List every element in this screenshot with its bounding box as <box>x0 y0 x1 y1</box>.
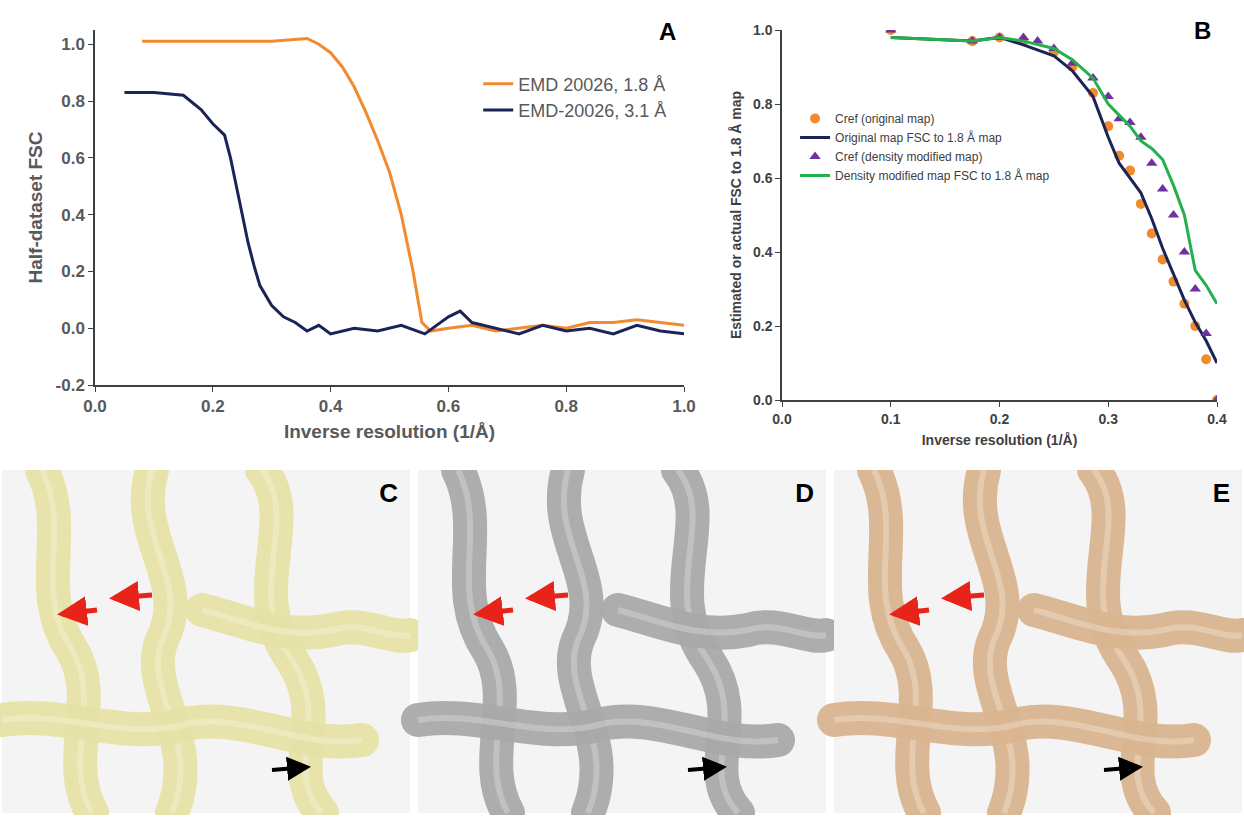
svg-text:0.2: 0.2 <box>61 262 85 281</box>
svg-text:0.4: 0.4 <box>319 397 343 416</box>
svg-text:EMD-20026, 3.1 Å: EMD-20026, 3.1 Å <box>518 101 666 121</box>
svg-text:0.6: 0.6 <box>753 170 773 186</box>
svg-text:1.0: 1.0 <box>753 22 773 38</box>
svg-text:0.0: 0.0 <box>61 319 85 338</box>
svg-text:Half-dataset FSC: Half-dataset FSC <box>25 131 46 283</box>
svg-text:0.4: 0.4 <box>1207 411 1227 427</box>
svg-text:Density modified map FSC to 1.: Density modified map FSC to 1.8 Å map <box>835 168 1049 183</box>
svg-text:0.0: 0.0 <box>83 397 107 416</box>
svg-text:D: D <box>795 478 814 508</box>
svg-text:0.8: 0.8 <box>554 397 578 416</box>
svg-text:1.0: 1.0 <box>61 35 85 54</box>
svg-text:C: C <box>379 478 398 508</box>
svg-text:EMD 20026, 1.8 Å: EMD 20026, 1.8 Å <box>518 75 665 95</box>
svg-text:Inverse resolution (1/Å): Inverse resolution (1/Å) <box>284 421 495 442</box>
svg-text:Cref (density modified map): Cref (density modified map) <box>835 150 982 164</box>
svg-text:-0.2: -0.2 <box>56 376 85 395</box>
svg-text:0.8: 0.8 <box>61 92 85 111</box>
svg-text:0.4: 0.4 <box>753 244 773 260</box>
svg-text:Original map FSC to 1.8 Å map: Original map FSC to 1.8 Å map <box>835 130 1002 145</box>
svg-text:0.3: 0.3 <box>1099 411 1119 427</box>
svg-text:0.6: 0.6 <box>437 397 461 416</box>
svg-text:A: A <box>659 18 676 45</box>
svg-text:Inverse resolution (1/Å): Inverse resolution (1/Å) <box>922 432 1078 448</box>
svg-text:0.4: 0.4 <box>61 206 85 225</box>
svg-text:0.8: 0.8 <box>753 96 773 112</box>
svg-text:0.2: 0.2 <box>990 411 1010 427</box>
svg-text:Cref (original map): Cref (original map) <box>835 112 934 126</box>
svg-text:0.2: 0.2 <box>201 397 225 416</box>
svg-text:E: E <box>1213 478 1230 508</box>
svg-text:0.0: 0.0 <box>753 392 773 408</box>
svg-text:Estimated or actual FSC to 1.8: Estimated or actual FSC to 1.8 Å map <box>728 91 744 339</box>
svg-text:0.6: 0.6 <box>61 149 85 168</box>
svg-text:0.0: 0.0 <box>772 411 792 427</box>
svg-text:B: B <box>1194 17 1211 44</box>
svg-text:0.1: 0.1 <box>881 411 901 427</box>
svg-text:0.2: 0.2 <box>753 318 773 334</box>
svg-text:1.0: 1.0 <box>672 397 696 416</box>
